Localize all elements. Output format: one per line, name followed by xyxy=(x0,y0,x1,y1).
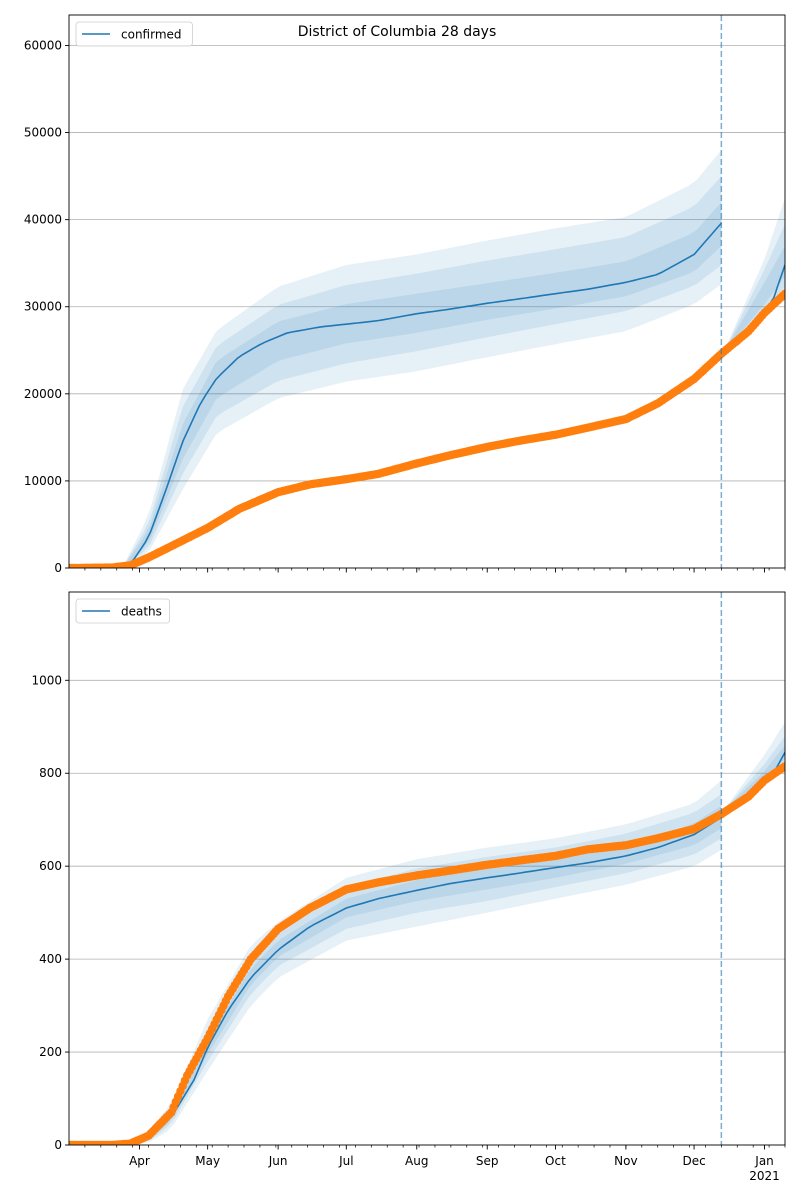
y-tick-label: 20000 xyxy=(24,387,62,401)
y-tick-label: 10000 xyxy=(24,474,62,488)
observed-point xyxy=(780,762,785,771)
y-tick-label: 0 xyxy=(54,1138,62,1152)
confidence-band xyxy=(69,794,722,1145)
confidence-band xyxy=(723,745,785,813)
x-tick-label: Sep xyxy=(476,1154,499,1168)
x-tick-label: Jan xyxy=(754,1154,774,1168)
legend: deaths xyxy=(75,598,170,624)
x-tick-label: Aug xyxy=(405,1154,428,1168)
confidence-band xyxy=(723,224,785,353)
y-tick-label: 800 xyxy=(39,766,62,780)
legend-box xyxy=(75,21,193,47)
observed-point xyxy=(780,289,785,298)
axes-frame xyxy=(68,14,786,569)
y-tick-label: 1000 xyxy=(31,673,62,687)
plot-area xyxy=(69,150,785,568)
y-tick-label: 200 xyxy=(39,1045,62,1059)
y-tick-label: 60000 xyxy=(24,38,62,52)
x-tick-label: Apr xyxy=(129,1154,150,1168)
legend-label: confirmed xyxy=(121,28,182,42)
x-tick-label: May xyxy=(195,1154,220,1168)
y-tick-label: 40000 xyxy=(24,213,62,227)
legend: confirmed xyxy=(75,21,193,47)
confidence-band xyxy=(723,736,785,813)
y-tick-label: 50000 xyxy=(24,126,62,140)
confidence-band xyxy=(723,722,785,813)
x-tick-label: Dec xyxy=(682,1154,705,1168)
model-median-line xyxy=(69,222,723,568)
confidence-band xyxy=(69,176,722,568)
confirmed-panel: 0 10000 20000 30000 40000 50000 60000 confirmed xyxy=(24,14,786,575)
x-tick-label: 2021 xyxy=(749,1169,780,1183)
x-tick-label: Jul xyxy=(338,1154,353,1168)
plot-area xyxy=(69,722,785,1145)
y-tick-label: 0 xyxy=(54,561,62,575)
deaths-panel: 0 200 400 600 800 1000 Apr May Jun Jul Aug Sep Oct No… xyxy=(31,591,786,1183)
x-tick-label: Jun xyxy=(268,1154,288,1168)
chart-title: District of Columbia 28 days xyxy=(298,24,497,40)
y-tick-label: 30000 xyxy=(24,300,62,314)
x-tick-label: Nov xyxy=(614,1154,637,1168)
y-tick-label: 400 xyxy=(39,952,62,966)
confidence-band xyxy=(69,150,722,568)
confidence-band xyxy=(69,780,722,1145)
legend-label: deaths xyxy=(121,605,162,619)
x-tick-label: Oct xyxy=(545,1154,566,1168)
axes-frame xyxy=(68,591,786,1146)
legend-box xyxy=(75,598,170,624)
y-tick-label: 600 xyxy=(39,859,62,873)
